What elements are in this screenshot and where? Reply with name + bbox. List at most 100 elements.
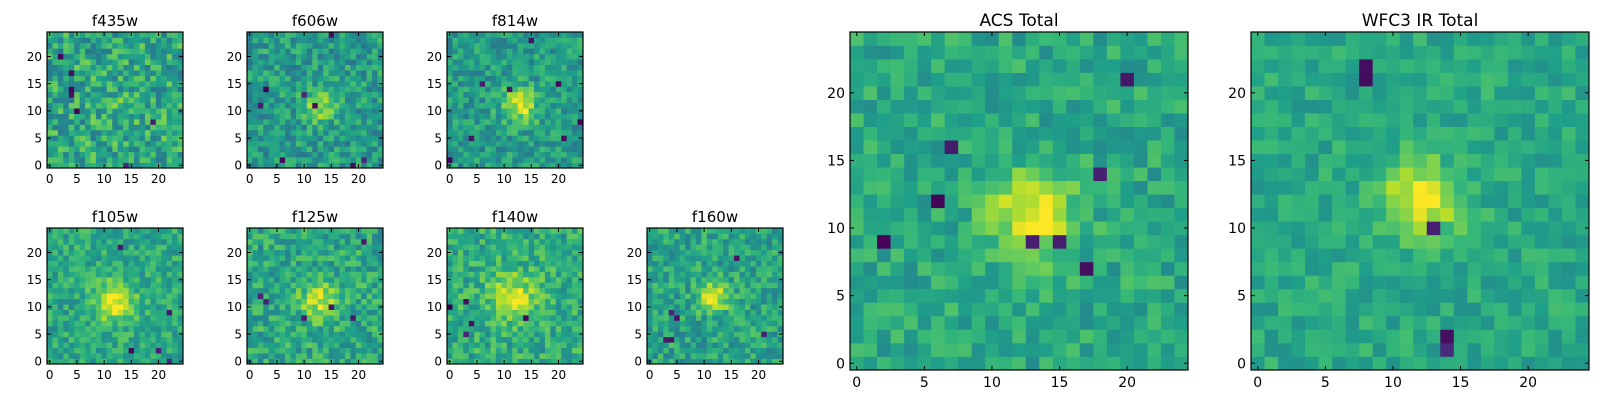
heatmap-cell [561, 140, 568, 147]
heatmap-cell [372, 358, 378, 365]
heatmap-cell [106, 293, 113, 300]
y-tick-label: 0 [234, 159, 242, 173]
heatmap-cell [468, 102, 475, 109]
heatmap-cell [361, 157, 368, 163]
heatmap-cell [317, 135, 324, 142]
heatmap-cell [555, 53, 562, 60]
heatmap-cell [150, 276, 157, 283]
heatmap-cell [572, 358, 578, 365]
heatmap-cell [572, 32, 578, 38]
heatmap-cell [452, 233, 459, 240]
heatmap-cell [372, 249, 378, 256]
heatmap-cell [247, 59, 253, 65]
heatmap-cell [512, 325, 519, 332]
heatmap-cell [355, 244, 362, 251]
heatmap-cell [155, 233, 162, 240]
heatmap-cell [279, 266, 286, 272]
heatmap-cell [561, 304, 568, 310]
heatmap-cell [572, 48, 578, 55]
heatmap-cell [377, 97, 384, 104]
heatmap-cell [85, 309, 91, 316]
heatmap-cell [447, 347, 453, 354]
heatmap-cell [155, 325, 162, 332]
heatmap-cell [958, 248, 973, 263]
heatmap-cell [550, 320, 557, 327]
heatmap-cell [101, 151, 108, 158]
heatmap-cell [101, 320, 108, 327]
heatmap-cell [268, 287, 275, 294]
heatmap-cell [485, 228, 491, 234]
heatmap-cell [534, 48, 540, 55]
heatmap-cell [750, 228, 757, 234]
heatmap-cell [447, 342, 453, 349]
heatmap-cell [339, 309, 346, 316]
heatmap-cell [68, 119, 75, 125]
heatmap-cell [739, 309, 746, 316]
heatmap-cell [257, 80, 264, 87]
heatmap-cell [150, 293, 157, 300]
heatmap-cell [490, 249, 497, 256]
heatmap-cell [652, 276, 659, 283]
y-tick-label: 5 [34, 131, 42, 145]
heatmap-cell [463, 75, 470, 82]
heatmap-cell [377, 244, 384, 251]
heatmap-cell [539, 53, 546, 60]
heatmap-cell [490, 336, 497, 343]
heatmap-cell [339, 80, 346, 87]
heatmap-cell [539, 129, 546, 136]
heatmap-cell [355, 80, 362, 87]
heatmap-cell [366, 129, 373, 136]
heatmap-cell [57, 157, 64, 163]
heatmap-cell [63, 244, 70, 251]
heatmap-cell [501, 37, 508, 44]
heatmap-cell [777, 244, 784, 251]
heatmap-cell [474, 266, 480, 272]
heatmap-cell [474, 271, 480, 278]
heatmap-cell [761, 320, 768, 327]
heatmap-cell [355, 151, 362, 158]
heatmap-cell [685, 276, 691, 283]
heatmap-cell [544, 108, 551, 114]
heatmap-cell [728, 342, 735, 349]
heatmap-cell [485, 129, 491, 136]
heatmap-cell [350, 53, 357, 60]
heatmap-cell [501, 331, 508, 338]
heatmap-cell [474, 244, 480, 251]
heatmap-cell [317, 309, 324, 316]
heatmap-cell [150, 64, 157, 71]
heatmap-cell [328, 260, 335, 267]
heatmap-cell [566, 146, 573, 153]
heatmap-cell [128, 320, 135, 327]
heatmap-cell [74, 135, 80, 142]
heatmap-cell [690, 282, 697, 289]
heatmap-cell [544, 309, 551, 316]
heatmap-cell [350, 59, 357, 65]
heatmap-cell [263, 282, 270, 289]
heatmap-cell [377, 129, 384, 136]
heatmap-cell [366, 238, 373, 245]
heatmap-cell [47, 140, 53, 147]
heatmap-cell [679, 293, 686, 300]
heatmap-cell [150, 342, 157, 349]
heatmap-cell [652, 347, 659, 354]
heatmap-cell [268, 304, 275, 310]
heatmap-cell [501, 282, 508, 289]
heatmap-cell [523, 113, 529, 120]
heatmap-cell [95, 255, 102, 261]
heatmap-cell [274, 124, 280, 131]
heatmap-cell [334, 325, 340, 332]
heatmap-cell [90, 342, 97, 349]
heatmap-cell [1133, 194, 1148, 209]
heatmap-cell [95, 97, 102, 104]
heatmap-cell [695, 320, 702, 327]
heatmap-cell [501, 91, 508, 98]
heatmap-cell [523, 233, 529, 240]
heatmap-cell [706, 358, 713, 365]
heatmap-cell [106, 135, 113, 142]
heatmap-cell [144, 108, 151, 114]
heatmap-cell [106, 75, 113, 82]
heatmap-cell [328, 336, 335, 343]
heatmap-cell [890, 221, 905, 236]
heatmap-cell [985, 180, 1000, 195]
heatmap-cell [128, 260, 135, 267]
